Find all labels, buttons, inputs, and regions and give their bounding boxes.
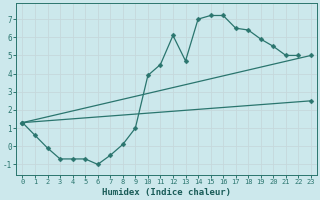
X-axis label: Humidex (Indice chaleur): Humidex (Indice chaleur) <box>102 188 231 197</box>
